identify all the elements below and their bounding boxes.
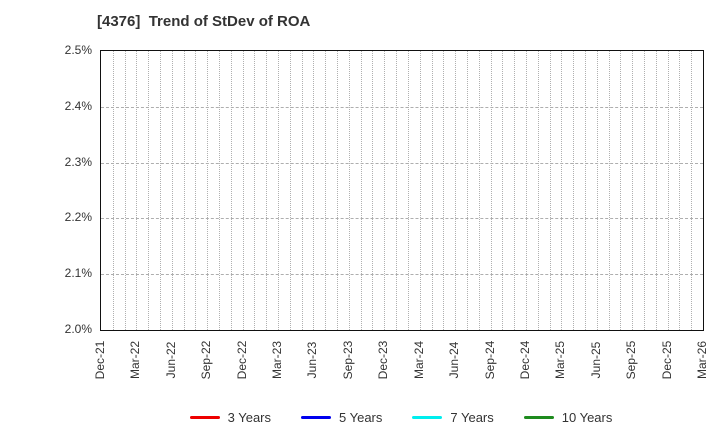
vertical-gridline xyxy=(325,51,327,330)
vertical-gridline xyxy=(502,51,504,330)
x-tick-label: Mar-25 xyxy=(553,341,568,380)
vertical-gridline xyxy=(183,51,185,330)
x-tick-label: Dec-24 xyxy=(517,340,532,380)
vertical-gridline xyxy=(289,51,291,330)
x-tick-label: Dec-21 xyxy=(93,340,107,380)
x-tick-label: Dec-22 xyxy=(234,340,249,380)
legend-line-swatch xyxy=(412,415,443,419)
vertical-gridline xyxy=(478,51,480,330)
legend-item: 7 Years xyxy=(412,409,494,425)
vertical-gridline xyxy=(148,51,150,330)
vertical-gridline xyxy=(514,51,516,330)
vertical-gridline xyxy=(360,51,362,330)
legend-label: 7 Years xyxy=(450,409,494,425)
legend-line-swatch xyxy=(301,415,331,419)
vertical-gridline xyxy=(490,51,492,330)
x-tick-label: Sep-25 xyxy=(624,340,639,380)
x-tick-label: Mar-26 xyxy=(695,341,709,380)
vertical-gridline xyxy=(242,51,244,330)
horizontal-gridline xyxy=(101,218,703,220)
vertical-gridline xyxy=(207,51,209,330)
vertical-gridline xyxy=(561,51,563,330)
vertical-gridline xyxy=(112,51,114,330)
vertical-gridline xyxy=(525,51,527,330)
vertical-gridline xyxy=(337,51,339,330)
vertical-gridline xyxy=(679,51,681,330)
legend-label: 3 Years xyxy=(227,409,271,425)
vertical-gridline xyxy=(431,51,433,330)
x-tick-label: Jun-23 xyxy=(305,341,320,379)
vertical-gridline xyxy=(372,51,374,330)
y-tick-label: 2.2% xyxy=(64,210,92,225)
vertical-gridline xyxy=(596,51,598,330)
vertical-gridline xyxy=(466,51,468,330)
horizontal-gridline xyxy=(101,274,703,276)
vertical-gridline xyxy=(396,51,398,330)
x-tick-label: Jun-25 xyxy=(588,341,603,379)
y-tick-label: 2.3% xyxy=(64,154,92,169)
x-tick-label: Mar-24 xyxy=(411,341,426,380)
vertical-gridline xyxy=(254,51,256,330)
x-tick-label: Sep-23 xyxy=(340,340,355,380)
legend-item: 5 Years xyxy=(301,410,382,425)
x-tick-label: Dec-23 xyxy=(376,340,391,380)
vertical-gridline xyxy=(219,51,221,330)
vertical-gridline xyxy=(136,51,138,330)
vertical-gridline xyxy=(537,51,539,330)
x-tick-label: Sep-24 xyxy=(482,340,497,380)
vertical-gridline xyxy=(407,51,409,330)
vertical-gridline xyxy=(171,51,173,330)
y-tick-label: 2.1% xyxy=(64,266,92,281)
x-tick-label: Jun-24 xyxy=(447,341,462,379)
vertical-gridline xyxy=(643,51,645,330)
vertical-gridline xyxy=(301,51,303,330)
vertical-gridline xyxy=(384,51,386,330)
y-tick-label: 2.4% xyxy=(64,98,92,113)
legend-label: 10 Years xyxy=(561,409,613,425)
vertical-gridline xyxy=(691,51,693,330)
y-tick-label: 2.0% xyxy=(64,322,92,336)
legend-line-swatch xyxy=(523,415,554,419)
vertical-gridline xyxy=(443,51,445,330)
vertical-gridline xyxy=(584,51,586,330)
vertical-gridline xyxy=(667,51,669,330)
vertical-gridline xyxy=(455,51,457,330)
y-tick-label: 2.5% xyxy=(64,43,92,57)
vertical-gridline xyxy=(348,51,350,330)
chart-title: [4376] Trend of StDev of ROA xyxy=(97,13,311,30)
horizontal-gridline xyxy=(101,162,703,164)
x-tick-label: Sep-22 xyxy=(199,340,214,380)
vertical-gridline xyxy=(620,51,622,330)
vertical-gridline xyxy=(419,51,421,330)
vertical-gridline xyxy=(266,51,268,330)
x-tick-label: Mar-23 xyxy=(270,341,285,380)
vertical-gridline xyxy=(608,51,610,330)
x-tick-label: Jun-22 xyxy=(163,341,178,379)
vertical-gridline xyxy=(230,51,232,330)
plot-area xyxy=(100,50,704,331)
vertical-gridline xyxy=(655,51,657,330)
legend-item: 3 Years xyxy=(189,409,271,425)
horizontal-gridline xyxy=(101,106,703,108)
vertical-gridline xyxy=(549,51,551,330)
vertical-gridline xyxy=(124,51,126,330)
legend-label: 5 Years xyxy=(339,409,383,425)
legend-line-swatch xyxy=(189,415,220,419)
legend-item: 10 Years xyxy=(523,409,613,425)
vertical-gridline xyxy=(278,51,280,330)
x-tick-label: Dec-25 xyxy=(659,340,674,380)
vertical-gridline xyxy=(313,51,315,330)
vertical-gridline xyxy=(573,51,575,330)
vertical-gridline xyxy=(160,51,162,330)
legend: 3 Years 5 Years 7 Years 10 Years xyxy=(100,406,702,428)
vertical-gridline xyxy=(195,51,197,330)
x-tick-label: Mar-22 xyxy=(128,341,143,380)
vertical-gridline xyxy=(632,51,634,330)
